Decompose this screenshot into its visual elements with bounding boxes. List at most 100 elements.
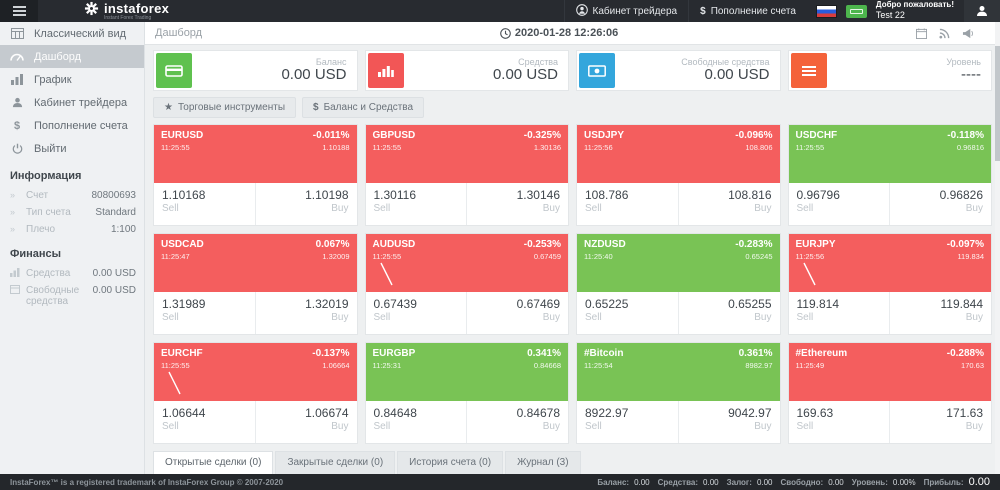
sidebar-item-dashboard[interactable]: Дашборд (0, 45, 144, 68)
datetime-text: 2020-01-28 12:26:06 (514, 27, 619, 39)
instrument-tile-bitcoin[interactable]: #Bitcoin 0.361% 11:25:54 8982.97 8922.97 Se… (576, 342, 781, 444)
instrument-tile-eurchf[interactable]: EURCHF -0.137% 11:25:55 1.06664 1.06644 Sel… (153, 342, 358, 444)
buy-quote[interactable]: 0.96826 Buy (889, 183, 991, 225)
card-value: 0.00 USD (492, 66, 558, 84)
buy-price: 0.96826 (939, 188, 983, 202)
sell-quote[interactable]: 0.84648 Sell (366, 401, 467, 443)
sell-quote[interactable]: 8922.97 Sell (577, 401, 678, 443)
instrument-change: -0.096% (735, 130, 773, 141)
sell-label: Sell (585, 421, 602, 432)
calendar-icon[interactable] (916, 27, 927, 39)
buy-label: Buy (965, 421, 983, 432)
buy-quote[interactable]: 0.67469 Buy (466, 292, 568, 334)
tab-journal[interactable]: Журнал (3) (505, 451, 581, 474)
announcements-icon[interactable] (962, 28, 974, 39)
info-value: 80800693 (91, 190, 137, 201)
instrument-time: 11:25:49 (795, 360, 825, 370)
instrument-tile-usdchf[interactable]: USDCHF -0.118% 11:25:55 0.96816 0.96796 Sel… (787, 124, 992, 226)
main-area: Дашборд 2020-01-28 12:26:06 (145, 22, 1000, 474)
top-bar: instaforex Instant Forex Trading Кабинет… (0, 0, 1000, 22)
instrument-time: 11:25:55 (795, 142, 825, 152)
finance-label: Свободные средства (26, 285, 80, 307)
card-label: Уровень (946, 57, 981, 68)
sell-quote[interactable]: 1.31989 Sell (154, 292, 255, 334)
payment-chip-icon[interactable] (845, 4, 867, 18)
finance-label: Средства (26, 268, 71, 279)
finance-section-title: Финансы (10, 248, 62, 260)
filter-label: Торговые инструменты (177, 102, 285, 113)
hamburger-menu-icon[interactable] (0, 0, 38, 22)
instrument-price: 0.67459 (533, 251, 561, 261)
buy-quote[interactable]: 108.816 Buy (677, 183, 780, 225)
stat-value: 0.00% (892, 477, 916, 487)
instrument-tile-usdjpy[interactable]: USDJPY -0.096% 11:25:56 108.806 108.786 Sel… (576, 124, 781, 226)
language-flag-russia[interactable] (815, 4, 837, 18)
instrument-tile-eurgbp[interactable]: EURGBP 0.341% 11:25:31 0.84668 0.84648 Sell… (364, 342, 569, 444)
info-row-account: » Счет 80800693 (0, 187, 144, 204)
balance-and-funds-button[interactable]: $ Баланс и Средства (302, 97, 425, 118)
sidebar-item-logout[interactable]: Выйти (0, 137, 144, 160)
tab-closed-trades[interactable]: Закрытые сделки (0) (275, 451, 396, 474)
list-icon (790, 53, 827, 88)
instrument-tile-ethereum[interactable]: #Ethereum -0.288% 11:25:49 170.63 169.63 Se… (787, 342, 992, 444)
buy-quote[interactable]: 171.63 Buy (889, 401, 991, 443)
rss-icon[interactable] (939, 28, 950, 39)
instrument-tile-nzdusd[interactable]: NZDUSD -0.283% 11:25:40 0.65245 0.65225 Sel… (576, 233, 781, 335)
trading-instruments-button[interactable]: ★ Торговые инструменты (153, 97, 296, 118)
tab-account-history[interactable]: История счета (0) (397, 451, 504, 474)
sell-quote[interactable]: 0.96796 Sell (789, 183, 890, 225)
tile-quotes: 0.84648 Sell 0.84678 Buy (366, 401, 569, 443)
scrollbar-thumb[interactable] (995, 46, 1000, 161)
buy-quote[interactable]: 1.10198 Buy (254, 183, 357, 225)
instrument-tile-eurusd[interactable]: EURUSD -0.011% 11:25:55 1.10188 1.10168 Sel… (153, 124, 358, 226)
instrument-time: 11:25:40 (584, 251, 613, 261)
sell-quote[interactable]: 119.814 Sell (789, 292, 890, 334)
sell-quote[interactable]: 169.63 Sell (789, 401, 890, 443)
instrument-tile-eurjpy[interactable]: EURJPY -0.097% 11:25:56 119.834 119.814 Sel… (787, 233, 992, 335)
level-card: Уровень ---- (787, 50, 992, 91)
buy-quote[interactable]: 0.84678 Buy (466, 401, 568, 443)
sell-quote[interactable]: 0.65225 Sell (577, 292, 678, 334)
sidebar-item-deposit[interactable]: $ Пополнение счета (0, 114, 144, 137)
stat-value: 0.00 (756, 477, 773, 487)
sell-price: 1.30116 (373, 188, 417, 202)
trader-cabinet-button[interactable]: Кабинет трейдера (563, 0, 689, 22)
buy-quote[interactable]: 9042.97 Buy (677, 401, 780, 443)
person-icon (0, 97, 34, 108)
sell-label: Sell (585, 312, 602, 323)
buy-quote[interactable]: 119.844 Buy (889, 292, 991, 334)
instrument-tile-usdcad[interactable]: USDCAD 0.067% 11:25:47 1.32009 1.31989 Sell… (153, 233, 358, 335)
dollar-icon: $ (700, 5, 706, 17)
sell-quote[interactable]: 108.786 Sell (577, 183, 678, 225)
buy-quote[interactable]: 0.65255 Buy (677, 292, 780, 334)
tile-header: NZDUSD -0.283% 11:25:40 0.65245 (577, 234, 780, 292)
sell-label: Sell (796, 312, 814, 323)
buy-quote[interactable]: 1.06674 Buy (254, 401, 357, 443)
person-circle-icon (575, 3, 588, 19)
stat-value: 0.00 (703, 477, 719, 487)
sell-quote[interactable]: 1.10168 Sell (154, 183, 255, 225)
bar-chart-icon (367, 53, 404, 88)
sell-quote[interactable]: 0.67439 Sell (366, 292, 467, 334)
user-avatar-button[interactable] (964, 0, 1000, 22)
buy-quote[interactable]: 1.30146 Buy (466, 183, 568, 225)
info-row-leverage: » Плечо 1:100 (0, 221, 144, 238)
instrument-tile-audusd[interactable]: AUDUSD -0.253% 11:25:55 0.67459 0.67439 Sel… (364, 233, 569, 335)
sidebar-item-trader-cabinet[interactable]: Кабинет трейдера (0, 91, 144, 114)
instrument-change: -0.137% (312, 348, 350, 359)
sell-quote[interactable]: 1.30116 Sell (366, 183, 467, 225)
tab-open-trades[interactable]: Открытые сделки (0) (153, 451, 274, 474)
sell-label: Sell (585, 203, 602, 214)
tile-header: EURJPY -0.097% 11:25:56 119.834 (788, 234, 991, 292)
footer-bar: InstaForex™ is a registered trademark of… (0, 474, 1000, 490)
buy-quote[interactable]: 1.32019 Buy (254, 292, 357, 334)
sidebar-item-classic-view[interactable]: Классический вид (0, 22, 144, 45)
sell-quote[interactable]: 1.06644 Sell (154, 401, 255, 443)
buy-label: Buy (542, 203, 560, 214)
sidebar-item-chart[interactable]: График (0, 68, 144, 91)
instrument-tile-gbpusd[interactable]: GBPUSD -0.325% 11:25:55 1.30136 1.30116 Sel… (364, 124, 569, 226)
vertical-scrollbar (995, 22, 1000, 474)
deposit-button[interactable]: $ Пополнение счета (688, 0, 807, 22)
sell-label: Sell (373, 203, 391, 214)
person-icon (977, 6, 987, 16)
